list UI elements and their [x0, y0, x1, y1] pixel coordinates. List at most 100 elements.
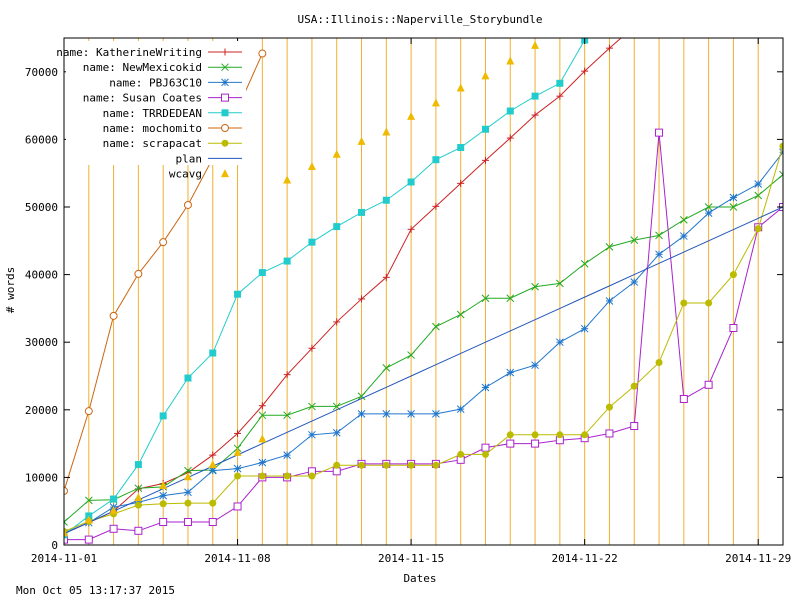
data-point: [183, 472, 192, 481]
data-point: [64, 535, 68, 544]
data-point: [64, 486, 68, 495]
data-point: [456, 83, 465, 92]
data-point: [531, 361, 539, 370]
data-point: [333, 461, 341, 469]
data-point: [307, 161, 316, 170]
data-point: [631, 23, 638, 30]
data-point: [457, 144, 465, 152]
data-point: [605, 429, 614, 438]
data-point: [233, 464, 242, 473]
data-point: [382, 273, 390, 281]
data-point: [258, 458, 267, 467]
data-point: [308, 344, 316, 352]
data-point: [358, 295, 366, 303]
data-point: [283, 371, 291, 379]
data-point: [357, 136, 366, 145]
legend-background: [66, 41, 246, 165]
data-point: [729, 271, 737, 279]
data-point: [655, 231, 663, 240]
data-point: [159, 491, 168, 500]
data-point: [357, 410, 366, 418]
legend-entry-label: name: KatherineWriting: [56, 46, 202, 59]
data-point: [580, 259, 589, 268]
data-point: [407, 225, 415, 233]
data-point: [64, 518, 68, 526]
data-point: [630, 278, 639, 286]
data-point: [382, 410, 391, 418]
y-tick-label: 30000: [25, 336, 58, 349]
data-point: [655, 358, 663, 366]
data-point: [531, 431, 539, 439]
legend-entry-label: name: Susan Coates: [83, 92, 202, 105]
data-point: [432, 461, 440, 469]
plot-frame: [63, 37, 784, 546]
footer-timestamp: Mon Oct 05 13:17:37 2015: [16, 584, 175, 597]
data-point: [84, 496, 93, 505]
legend-entry-label: name: mochomito: [103, 122, 202, 135]
data-point: [506, 107, 514, 115]
data-point: [382, 127, 391, 136]
data-point: [630, 236, 639, 244]
data-point: [407, 111, 416, 120]
data-point: [556, 79, 564, 87]
data-point: [432, 322, 440, 331]
data-point: [159, 412, 167, 420]
legend-marker: [221, 93, 229, 102]
data-point: [457, 179, 465, 187]
data-point: [184, 499, 192, 507]
data-point: [208, 466, 217, 475]
legend-marker: [221, 124, 229, 132]
data-point: [283, 257, 291, 265]
data-point: [679, 394, 688, 403]
data-point: [431, 98, 440, 107]
y-tick-label: 20000: [25, 404, 58, 417]
data-point: [110, 495, 118, 503]
data-point: [679, 232, 688, 240]
data-point: [258, 411, 267, 420]
data-point: [234, 472, 242, 480]
data-point: [283, 451, 291, 459]
data-point: [456, 310, 465, 319]
data-point: [233, 447, 242, 456]
data-point: [481, 294, 490, 303]
data-point: [754, 180, 763, 188]
data-point: [183, 200, 192, 209]
series-7: [64, 206, 783, 535]
data-point: [358, 208, 366, 216]
data-point: [333, 318, 341, 326]
data-point: [208, 460, 217, 469]
data-point: [233, 502, 242, 511]
series-line: [64, 38, 622, 534]
data-point: [358, 461, 366, 469]
legend-marker: [221, 63, 229, 72]
data-point: [183, 518, 192, 527]
data-point: [234, 429, 242, 437]
data-point: [481, 383, 490, 392]
data-point: [605, 44, 613, 52]
data-point: [531, 282, 539, 291]
data-point: [84, 407, 93, 416]
series-1: [64, 170, 783, 526]
data-point: [506, 368, 515, 377]
data-point: [407, 351, 415, 359]
data-point: [134, 501, 142, 509]
data-point: [407, 178, 415, 186]
data-point: [407, 461, 415, 469]
data-point: [605, 243, 614, 251]
legend-marker: [221, 139, 229, 147]
data-point: [184, 488, 192, 497]
y-tick-label: 0: [51, 539, 58, 552]
data-point: [209, 499, 217, 507]
data-point: [704, 380, 713, 389]
data-point: [506, 439, 515, 448]
data-point: [630, 422, 639, 431]
data-point: [506, 294, 515, 303]
series-4: [64, 38, 589, 539]
series-line: [64, 132, 783, 541]
data-point: [283, 411, 291, 420]
data-point: [208, 518, 217, 527]
data-point: [258, 472, 266, 480]
chart-title: USA::Illinois::Naperville_Storybundle: [297, 13, 542, 26]
legend-entry-label: name: TRRDEDEAN: [103, 107, 202, 120]
series-line: [64, 174, 783, 523]
